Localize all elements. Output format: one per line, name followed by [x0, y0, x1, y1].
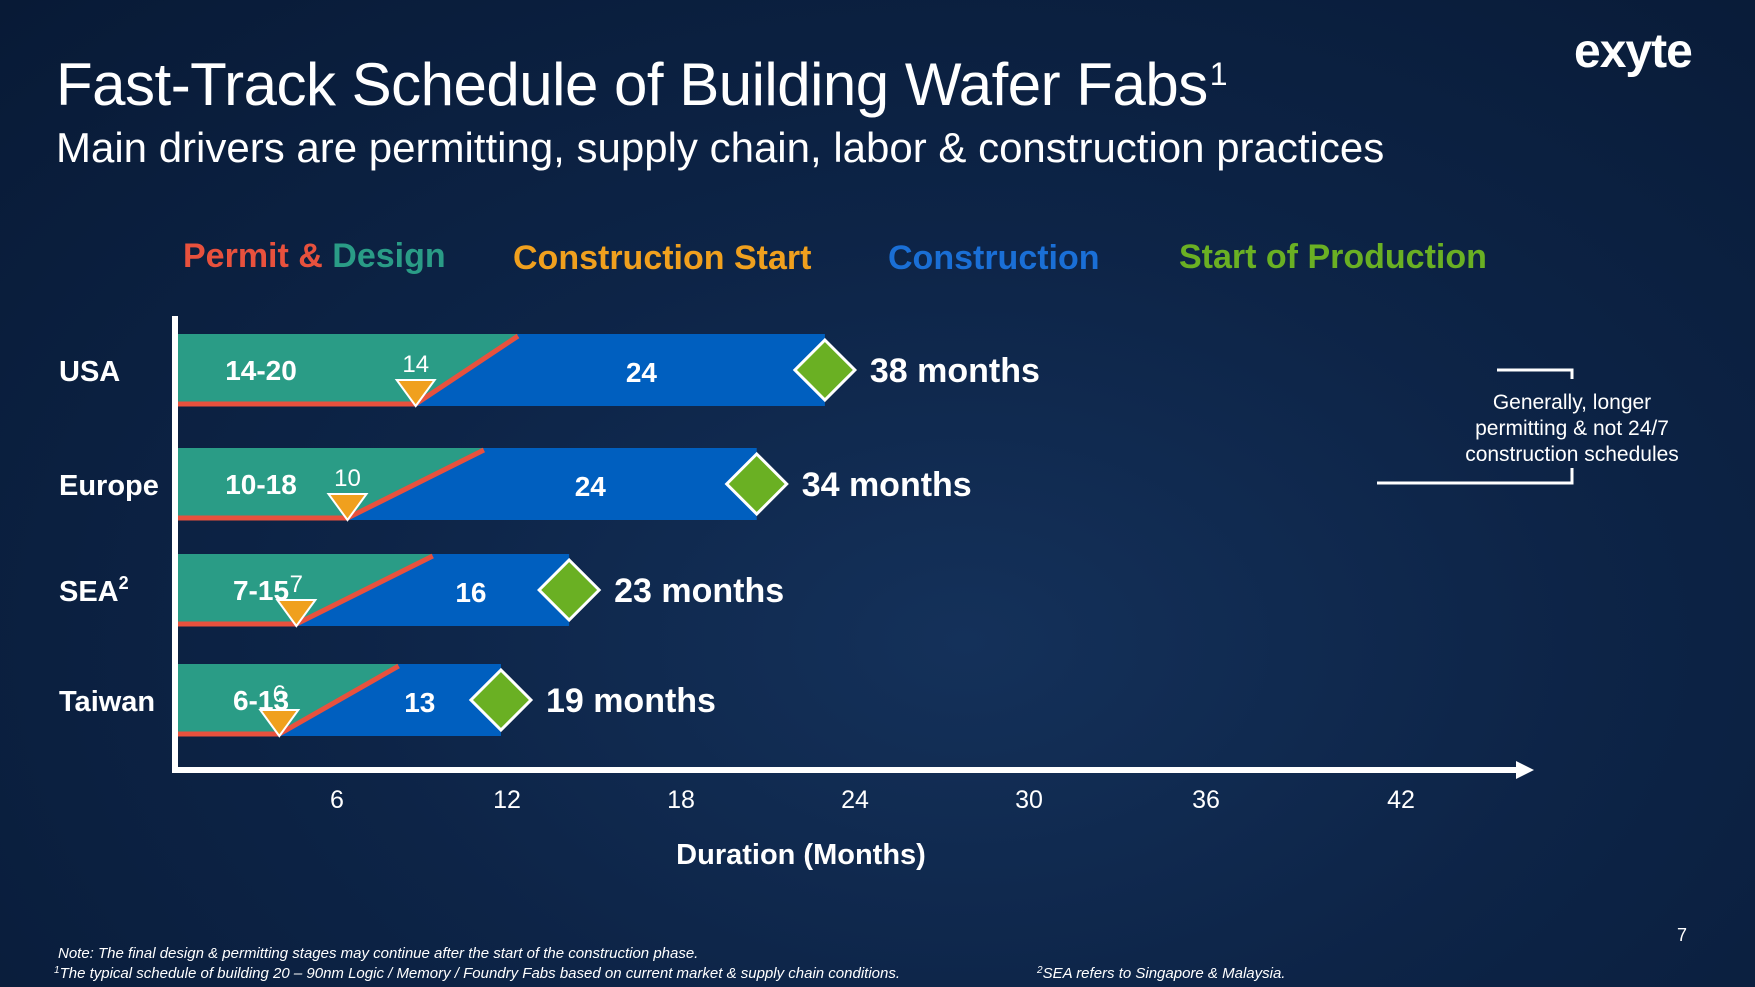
legend-amp: &	[289, 237, 332, 275]
x-tick-label: 24	[841, 786, 869, 814]
construction-start-marker	[275, 599, 318, 628]
total-months-label: 38 months	[870, 352, 1040, 390]
construction-duration-label: 16	[455, 577, 486, 608]
construction-duration-label: 24	[626, 357, 658, 388]
x-tick-label: 12	[493, 786, 521, 814]
x-tick-label: 42	[1387, 786, 1415, 814]
design-segment-sea	[177, 554, 433, 626]
chart-annotation: Generally, longer permitting & not 24/7 co…	[1377, 368, 1679, 485]
construction-start-marker	[326, 493, 369, 522]
x-axis-arrow	[1516, 761, 1534, 779]
annotation-text-line: Generally, longer	[1493, 391, 1651, 414]
annotation-bracket-top	[1497, 368, 1574, 379]
slide-title: Fast-Track Schedule of Building Wafer Fa…	[56, 51, 1228, 118]
chart-bars: USA 14-20 14 24 38 months Europe 10-18 10 24 34 m…	[59, 333, 1040, 738]
x-axis-label: Duration (Months)	[676, 839, 926, 871]
exyte-logo: exyte	[1574, 25, 1693, 78]
annotation-bracket-bottom	[1377, 468, 1574, 485]
x-tick-label: 36	[1192, 786, 1220, 814]
start-of-production-marker	[724, 451, 789, 517]
category-label-usa: USA	[59, 356, 120, 388]
page-number: 7	[1677, 925, 1688, 945]
category-label-sea: SEA2	[59, 573, 129, 608]
permit-design-range-label: 14-20	[225, 355, 297, 386]
category-label-superscript: 2	[119, 573, 129, 593]
category-label-text: Europe	[59, 470, 159, 502]
construction-start-marker	[394, 379, 437, 408]
x-tick-label: 18	[667, 786, 695, 814]
category-label-europe: Europe	[59, 470, 159, 502]
legend-permit: Permit	[183, 237, 289, 275]
chart-axes: 6 12 18 24 30 36 42 Duration (Months)	[172, 316, 1534, 871]
footnote-note: Note: The final design & permitting stag…	[58, 945, 699, 962]
slide-subtitle: Main drivers are permitting, supply chai…	[56, 124, 1385, 171]
construction-start-label: 7	[290, 571, 303, 598]
footnote-1: 1The typical schedule of building 20 – 9…	[54, 965, 901, 982]
construction-duration-label: 13	[404, 687, 435, 718]
x-tick-label: 6	[330, 786, 344, 814]
category-label-text: Taiwan	[59, 686, 155, 718]
annotation-text-line: permitting & not 24/7	[1475, 417, 1669, 440]
construction-start-label: 14	[402, 351, 429, 378]
start-of-production-marker	[468, 667, 534, 733]
legend-start-of-production: Start of Production	[1179, 238, 1487, 276]
start-of-production-marker	[537, 557, 602, 623]
construction-duration-label: 24	[575, 471, 607, 502]
chart-legend: Permit & Design Construction Start Constru…	[183, 237, 1487, 277]
design-segment-europe	[177, 448, 484, 520]
footnote-2: 2SEA refers to Singapore & Malaysia.	[1037, 965, 1286, 982]
legend-permit-design: Permit & Design	[183, 237, 446, 275]
legend-construction-start: Construction Start	[513, 239, 811, 277]
construction-start-label: 6	[273, 681, 286, 708]
total-months-label: 19 months	[546, 682, 716, 720]
total-months-label: 34 months	[802, 466, 972, 504]
title-footnote-marker: 1	[1209, 56, 1228, 92]
annotation-text-line: construction schedules	[1465, 443, 1679, 466]
category-label-text: USA	[59, 356, 120, 388]
legend-design: Design	[332, 237, 445, 275]
construction-start-marker	[258, 709, 301, 738]
start-of-production-marker	[792, 337, 858, 403]
category-label-text: SEA	[59, 576, 119, 608]
legend-construction: Construction	[888, 239, 1100, 277]
construction-start-label: 10	[334, 465, 361, 492]
x-tick-label: 30	[1015, 786, 1043, 814]
total-months-label: 23 months	[614, 572, 784, 610]
category-label-taiwan: Taiwan	[59, 686, 155, 718]
permit-design-range-label: 10-18	[225, 469, 297, 500]
design-segment-taiwan	[177, 664, 399, 736]
design-segment-usa	[177, 334, 518, 406]
